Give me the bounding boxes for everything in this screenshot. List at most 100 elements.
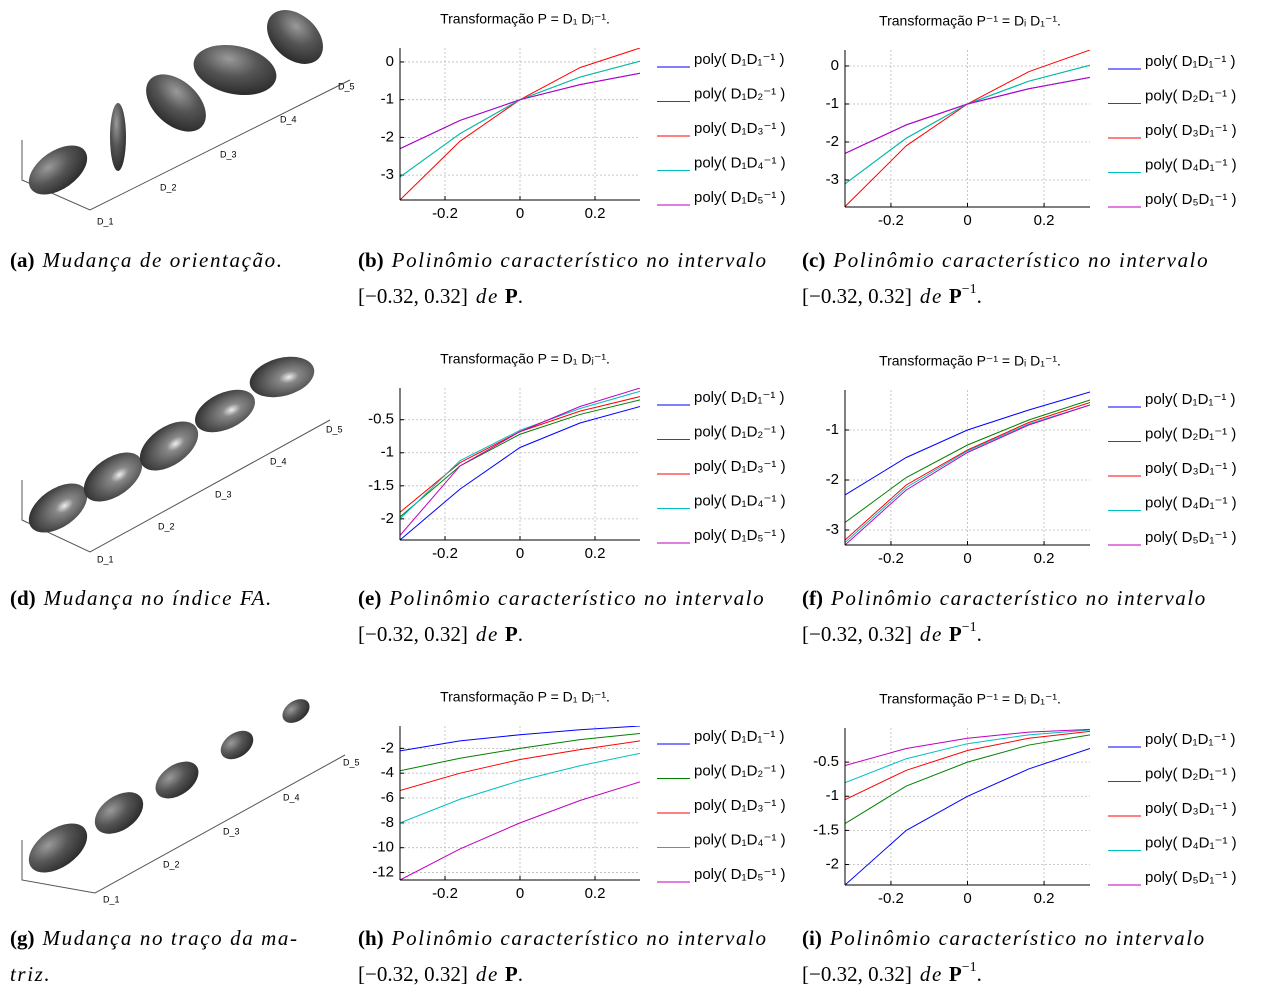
series-line: [845, 734, 1090, 824]
legend-label: poly( D₂D₁⁻¹ ): [1145, 425, 1236, 442]
x-tick-label: 0.2: [585, 545, 606, 562]
ellipsoid-label: D_2: [163, 859, 180, 869]
legend-label: poly( D₁D₁⁻¹ ): [1145, 53, 1236, 70]
y-tick-label: -3: [826, 171, 839, 188]
legend-label: poly( D₄D₁⁻¹ ): [1145, 494, 1237, 511]
series-line: [400, 740, 640, 792]
caption-tag: (e): [358, 586, 381, 610]
series-line: [845, 730, 1090, 801]
ellipsoid-label: D_3: [220, 149, 237, 159]
legend-label: poly( D₁D₄⁻¹ ): [694, 154, 786, 171]
legend-label: poly( D₁D₁⁻¹ ): [694, 51, 785, 68]
chart-title: Transformação P = D₁ Dⱼ⁻¹.: [440, 351, 610, 367]
x-tick-label: -0.2: [878, 550, 904, 567]
y-tick-label: -3: [826, 521, 839, 538]
caption-symbol: P: [505, 284, 518, 308]
legend-label: poly( D₅D₁⁻¹ ): [1145, 529, 1237, 546]
axis-line: [21, 79, 351, 211]
ellipsoid: [110, 103, 126, 171]
series-line: [845, 404, 1090, 545]
ellipsoid-label: D_2: [160, 182, 177, 192]
legend-label: poly( D₃D₁⁻¹ ): [1145, 460, 1237, 477]
legend-label: poly( D₁D₄⁻¹ ): [694, 492, 786, 509]
x-tick-label: -0.2: [878, 212, 904, 229]
series-line: [400, 60, 640, 178]
y-tick-label: 0: [386, 53, 394, 70]
caption-interval: [−0.32, 0.32]: [358, 962, 468, 986]
caption-symbol: P: [949, 962, 962, 986]
ellipsoid-label: D_5: [326, 424, 343, 434]
y-tick-label: -0.5: [368, 411, 394, 428]
legend-label: poly( D₅D₁⁻¹ ): [1145, 869, 1237, 886]
x-tick-label: -0.2: [432, 545, 458, 562]
ellipsoid: [193, 44, 277, 96]
ellipsoid: [282, 699, 310, 723]
x-tick-label: 0: [963, 890, 971, 907]
caption-end: .: [518, 284, 523, 308]
x-tick-label: 0: [516, 545, 524, 562]
y-tick-label: -2: [381, 128, 394, 145]
series-line: [400, 388, 640, 536]
y-tick-label: -1: [826, 787, 839, 804]
legend-label: poly( D₁D₃⁻¹ ): [694, 797, 786, 814]
caption-symbol: P: [505, 962, 518, 986]
caption: (c) Polinômio característico no intervalo: [802, 248, 1209, 272]
caption-interval: [−0.32, 0.32]: [358, 284, 468, 308]
y-tick-label: -1.5: [813, 821, 839, 838]
legend-label: poly( D₄D₁⁻¹ ): [1145, 156, 1237, 173]
caption-end: .: [977, 284, 982, 308]
y-tick-label: -1: [381, 91, 394, 108]
ellipsoid: [83, 452, 143, 502]
plot-area: [400, 48, 640, 200]
legend-label: poly( D₁D₃⁻¹ ): [694, 120, 786, 137]
caption-text: Polinômio característico no intervalo: [388, 586, 765, 610]
y-tick-label: -1: [826, 95, 839, 112]
caption-de: de: [476, 962, 499, 986]
caption-symbol: P: [949, 622, 962, 646]
caption-interval: [−0.32, 0.32]: [802, 284, 912, 308]
x-tick-label: 0.2: [1034, 212, 1055, 229]
plot-area: [400, 388, 640, 540]
y-tick-label: -2: [381, 739, 394, 756]
y-tick-label: -2: [826, 855, 839, 872]
ellipsoid-label: D_1: [97, 554, 114, 564]
x-tick-label: 0.2: [585, 885, 606, 902]
caption-exponent: −1: [962, 620, 977, 635]
series-line: [845, 391, 1090, 496]
legend-label: poly( D₃D₁⁻¹ ): [1145, 800, 1237, 817]
series-line: [400, 72, 640, 150]
y-tick-label: -1: [826, 421, 839, 438]
legend-label: poly( D₁D₅⁻¹ ): [694, 866, 786, 883]
ellipsoid-label: D_2: [158, 521, 175, 531]
caption-exponent: −1: [962, 960, 977, 975]
caption: (g) Mudança no traço da ma-: [10, 926, 299, 950]
ellipsoid-label: D_5: [343, 757, 360, 767]
legend-label: poly( D₁D₂⁻¹ ): [694, 423, 785, 440]
x-tick-label: -0.2: [432, 885, 458, 902]
ellipsoid-label: D_1: [103, 894, 120, 904]
legend-label: poly( D₁D₄⁻¹ ): [694, 831, 786, 848]
series-line: [400, 781, 640, 880]
caption-text: Mudança de orientação.: [42, 248, 284, 272]
series-line: [400, 752, 640, 824]
ellipsoid: [220, 730, 254, 760]
y-tick-label: -2: [826, 133, 839, 150]
caption-tag: (g): [10, 926, 35, 950]
legend-label: poly( D₁D₅⁻¹ ): [694, 189, 786, 206]
caption-tag: (d): [10, 586, 36, 610]
y-tick-label: -2: [381, 510, 394, 527]
ellipsoid: [267, 10, 323, 64]
series-line: [400, 406, 640, 540]
ellipsoid-label: D_3: [215, 489, 232, 499]
caption-tag: (f): [802, 586, 823, 610]
y-tick-label: -1.5: [368, 477, 394, 494]
legend-label: poly( D₁D₁⁻¹ ): [694, 728, 785, 745]
caption: (a) Mudança de orientação.: [10, 248, 284, 272]
y-tick-label: -6: [381, 789, 394, 806]
caption: [−0.32, 0.32] de P.: [358, 622, 523, 646]
caption-interval: [−0.32, 0.32]: [802, 622, 912, 646]
series-line: [400, 726, 640, 752]
caption-text: Polinômio característico no intervalo: [391, 926, 768, 950]
caption: [−0.32, 0.32] de P.: [358, 962, 523, 986]
caption-end: .: [977, 962, 982, 986]
